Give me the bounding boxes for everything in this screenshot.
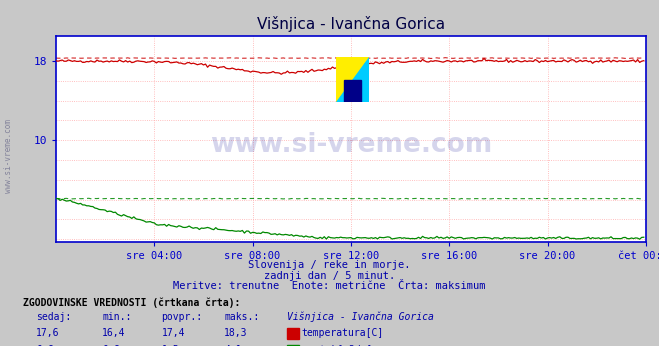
Text: sedaj:: sedaj:: [36, 312, 71, 322]
Text: maks.:: maks.:: [224, 312, 259, 322]
Text: min.:: min.:: [102, 312, 132, 322]
Text: www.si-vreme.com: www.si-vreme.com: [210, 133, 492, 158]
Text: pretok[m3/s]: pretok[m3/s]: [302, 345, 372, 346]
Text: 18,3: 18,3: [224, 328, 248, 338]
Text: Slovenija / reke in morje.: Slovenija / reke in morje.: [248, 260, 411, 270]
Text: 0,6: 0,6: [36, 345, 54, 346]
Text: www.si-vreme.com: www.si-vreme.com: [4, 119, 13, 193]
Polygon shape: [336, 57, 368, 102]
Text: Meritve: trenutne  Enote: metrične  Črta: maksimum: Meritve: trenutne Enote: metrične Črta: …: [173, 281, 486, 291]
Text: 4,1: 4,1: [224, 345, 242, 346]
Text: 17,4: 17,4: [161, 328, 185, 338]
Text: 17,6: 17,6: [36, 328, 60, 338]
Polygon shape: [344, 80, 360, 102]
Polygon shape: [336, 57, 368, 102]
Text: povpr.:: povpr.:: [161, 312, 202, 322]
Text: ZGODOVINSKE VREDNOSTI (črtkana črta):: ZGODOVINSKE VREDNOSTI (črtkana črta):: [23, 297, 241, 308]
Text: 0,6: 0,6: [102, 345, 120, 346]
Title: Višnjica - Ivančna Gorica: Višnjica - Ivančna Gorica: [257, 16, 445, 33]
Text: Višnjica - Ivančna Gorica: Višnjica - Ivančna Gorica: [287, 311, 434, 322]
Text: zadnji dan / 5 minut.: zadnji dan / 5 minut.: [264, 271, 395, 281]
Text: 1,5: 1,5: [161, 345, 179, 346]
Text: temperatura[C]: temperatura[C]: [302, 328, 384, 338]
Text: 16,4: 16,4: [102, 328, 126, 338]
